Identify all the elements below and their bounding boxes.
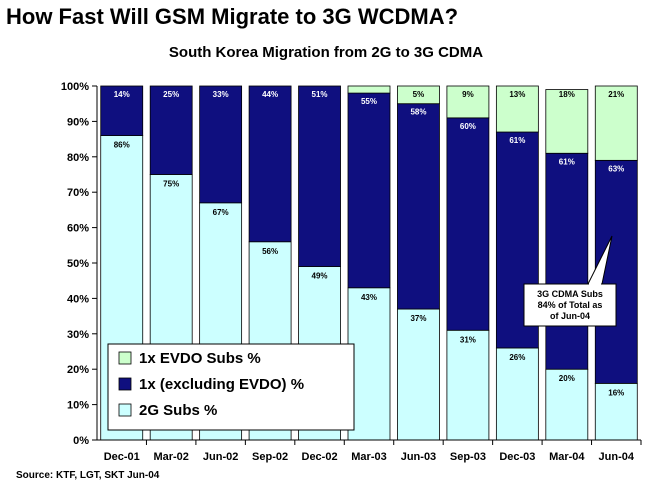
y-tick-label: 30% [67,329,89,341]
bar-1x-segment [545,152,589,370]
x-axis: Dec-01 Mar-02 Jun-02 Sep-02 Dec-02 Mar-03 Jun-… [97,439,642,463]
data-label-evdo: 9% [462,90,474,99]
bar-2g-segment [594,382,638,441]
data-label-evdo: 13% [509,90,525,99]
bar-1x-segment [149,85,193,175]
data-label-2g: 26% [509,353,525,362]
bar-evdo-segment [446,85,490,119]
bar-1x-segment [446,117,490,331]
x-tick-label: Sep-02 [252,451,288,463]
legend-swatch-evdo [118,351,132,365]
data-label-2g: 20% [559,374,575,383]
callout-text-line: of Jun-04 [550,311,590,321]
bar-evdo-segment [397,85,440,105]
y-tick-label: 0% [73,435,89,447]
data-label-1x: 60% [460,122,476,131]
x-tick-label: Mar-03 [351,451,386,463]
data-label-1x: 25% [163,90,179,99]
bar-evdo-segment [347,85,391,94]
y-axis: 0% 10% 20% 30% 40% 50% 60% 70% 80% 90% 100% [61,81,98,447]
data-label-2g: 86% [114,141,130,150]
data-label-1x: 61% [559,157,575,166]
x-tick-label: Jun-03 [401,451,436,463]
data-labels: 86% 14% 75% 25% 67% 33% 56% 44% 49% 51% 43% 55% 37% 5… [114,90,625,397]
bar-2g-segment [545,368,589,441]
legend-label: 1x (excluding EVDO) % [139,376,304,393]
data-label-2g: 67% [213,208,229,217]
x-tick-label: Mar-04 [549,451,585,463]
bar-1x-segment [248,85,292,243]
legend-label: 1x EVDO Subs % [139,350,261,367]
data-label-1x: 14% [114,90,130,99]
legend-label: 2G Subs % [139,402,217,419]
data-label-2g: 49% [312,272,328,281]
data-label-1x: 33% [213,90,229,99]
data-label-evdo: 5% [413,90,425,99]
bar-1x-segment [298,85,341,267]
y-tick-label: 60% [67,223,89,235]
bar-2g-segment [397,308,440,441]
data-label-2g: 43% [361,293,377,302]
y-tick-label: 90% [67,116,89,128]
data-label-1x: 63% [608,164,624,173]
callout-text-line: 3G CDMA Subs [537,289,603,299]
data-label-1x: 61% [509,136,525,145]
legend-swatch-1x [118,377,132,391]
source-note: Source: KTF, LGT, SKT Jun-04 [16,470,160,481]
bar-1x-segment [199,85,243,204]
x-tick-label: Mar-02 [153,451,188,463]
x-tick-label: Jun-02 [203,451,238,463]
y-tick-label: 100% [61,81,89,93]
y-tick-label: 20% [67,364,89,376]
legend: 1x EVDO Subs % 1x (excluding EVDO) % 2G Su… [107,343,355,431]
bar-1x-segment [397,103,440,310]
data-label-2g: 56% [262,247,278,256]
bar-2g-segment [446,329,490,441]
legend-box [107,343,355,431]
callout-text-line: 84% of Total as [538,300,603,310]
y-tick-label: 80% [67,152,89,164]
data-label-1x: 58% [410,108,426,117]
y-tick-label: 10% [67,400,89,412]
data-label-2g: 75% [163,180,179,189]
data-label-2g: 37% [410,314,426,323]
bar-evdo-segment [594,85,638,161]
x-tick-label: Dec-02 [302,451,338,463]
data-label-2g: 31% [460,335,476,344]
legend-swatch-2g [118,403,132,417]
bar-evdo-segment [545,89,589,154]
x-tick-label: Dec-03 [499,451,535,463]
data-label-1x: 44% [262,90,278,99]
bar-2g-segment [495,347,539,441]
data-label-1x: 55% [361,97,377,106]
bar-1x-segment [347,92,391,289]
y-tick-label: 50% [67,258,89,270]
y-tick-label: 70% [67,187,89,199]
x-tick-label: Jun-04 [599,451,635,463]
page-title: How Fast Will GSM Migrate to 3G WCDMA? [6,4,459,29]
data-label-evdo: 18% [559,90,575,99]
bar-evdo-segment [495,85,539,133]
chart-title: South Korea Migration from 2G to 3G CDMA [168,44,484,61]
data-label-evdo: 21% [608,90,624,99]
data-label-1x: 51% [312,90,328,99]
y-tick-label: 40% [67,293,89,305]
bar-1x-segment [100,85,144,136]
data-label-2g: 16% [608,388,624,397]
x-tick-label: Sep-03 [450,451,486,463]
x-tick-label: Dec-01 [104,451,140,463]
